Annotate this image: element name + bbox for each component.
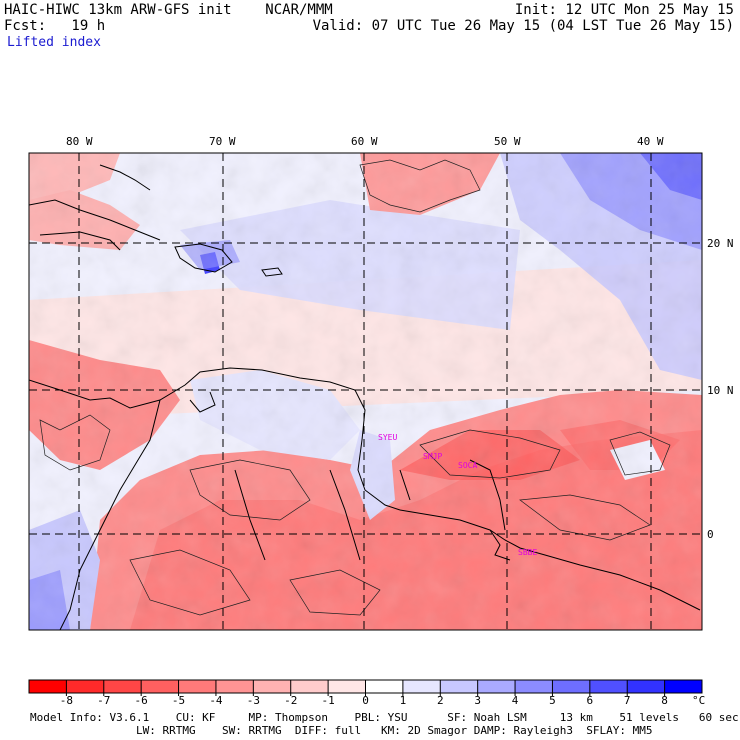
- lon-label-50w: 50 W: [494, 135, 521, 148]
- colorbar-swatch: [215, 680, 254, 693]
- lon-label-60w: 60 W: [351, 135, 378, 148]
- init-time: Init: 12 UTC Mon 25 May 15: [514, 2, 734, 18]
- lon-label-70w: 70 W: [209, 135, 236, 148]
- lat-label-0: 0: [707, 528, 714, 541]
- colorbar-swatch: [66, 680, 105, 693]
- colorbar-tick-label: -6: [135, 694, 148, 707]
- colorbar-swatch: [253, 680, 292, 693]
- colorbar-swatch: [589, 680, 628, 693]
- colorbar-swatch: [515, 680, 553, 693]
- colorbar-tick-label: 0: [362, 694, 369, 707]
- colorbar-tick-label: 4: [512, 694, 519, 707]
- colorbar-swatch: [178, 680, 217, 693]
- lat-label-20n: 20 N: [707, 237, 734, 250]
- station-sbbe: SBBE: [518, 548, 537, 557]
- lon-label-80w: 80 W: [66, 135, 93, 148]
- shaded-field: [29, 153, 702, 630]
- colorbar-tick-label: -2: [284, 694, 297, 707]
- colorbar-swatch: [328, 680, 366, 693]
- colorbar-tick-label: 3: [474, 694, 481, 707]
- colorbar-tick-label: 6: [587, 694, 594, 707]
- colorbar-tick-label: -5: [172, 694, 185, 707]
- colorbar-swatch: [402, 680, 441, 693]
- colorbar-tick-label: -3: [247, 694, 260, 707]
- colorbar-tick-label: -7: [97, 694, 110, 707]
- model-title: HAIC-HIWC 13km ARW-GFS init NCAR/MMM: [4, 2, 333, 18]
- colorbar-tick-label: 5: [549, 694, 556, 707]
- colorbar-swatch: [141, 680, 180, 693]
- color-bar: -8 -7 -6 -5 -4 -3 -2 -1 0 1 2 3 4 5 6 7 8: [28, 679, 703, 707]
- station-soca: SOCA: [458, 461, 477, 470]
- contours: [39, 159, 671, 616]
- colorbar-tick-label: 8: [661, 694, 668, 707]
- forecast-hour: Fcst: 19 h: [4, 18, 106, 34]
- field-name: Lifted index: [7, 35, 101, 50]
- coastlines: [29, 164, 701, 630]
- colorbar-tick-label: 7: [624, 694, 631, 707]
- colorbar-swatch: [664, 680, 703, 693]
- map-frame: [28, 152, 703, 631]
- colorbar-swatch: [103, 680, 142, 693]
- colorbar-tick-label: -4: [209, 694, 223, 707]
- colorbar-swatch: [290, 680, 329, 693]
- footer-model-info: Model Info: V3.6.1 CU: KF MP: Thompson P…: [30, 711, 739, 724]
- colorbar-tick-label: -8: [60, 694, 73, 707]
- colorbar-swatch: [440, 680, 479, 693]
- footer-physics-info: LW: RRTMG SW: RRTMG DIFF: full KM: 2D Sm…: [30, 724, 653, 737]
- colorbar-swatch: [552, 680, 591, 693]
- colorbar-unit: °C: [692, 694, 705, 707]
- colorbar-swatch: [627, 680, 666, 693]
- graticule: [29, 153, 702, 630]
- lon-label-40w: 40 W: [637, 135, 664, 148]
- colorbar-swatch: [477, 680, 516, 693]
- station-smjp: SMJP: [423, 452, 442, 461]
- colorbar-tick-label: -1: [321, 694, 334, 707]
- lat-label-10n: 10 N: [707, 384, 734, 397]
- valid-time: Valid: 07 UTC Tue 26 May 15 (04 LST Tue …: [312, 18, 734, 34]
- colorbar-tick-label: 1: [400, 694, 407, 707]
- station-syeu: SYEU: [378, 433, 397, 442]
- colorbar-swatch: [29, 680, 67, 693]
- colorbar-tick-label: 2: [437, 694, 444, 707]
- colorbar-swatch: [365, 680, 404, 693]
